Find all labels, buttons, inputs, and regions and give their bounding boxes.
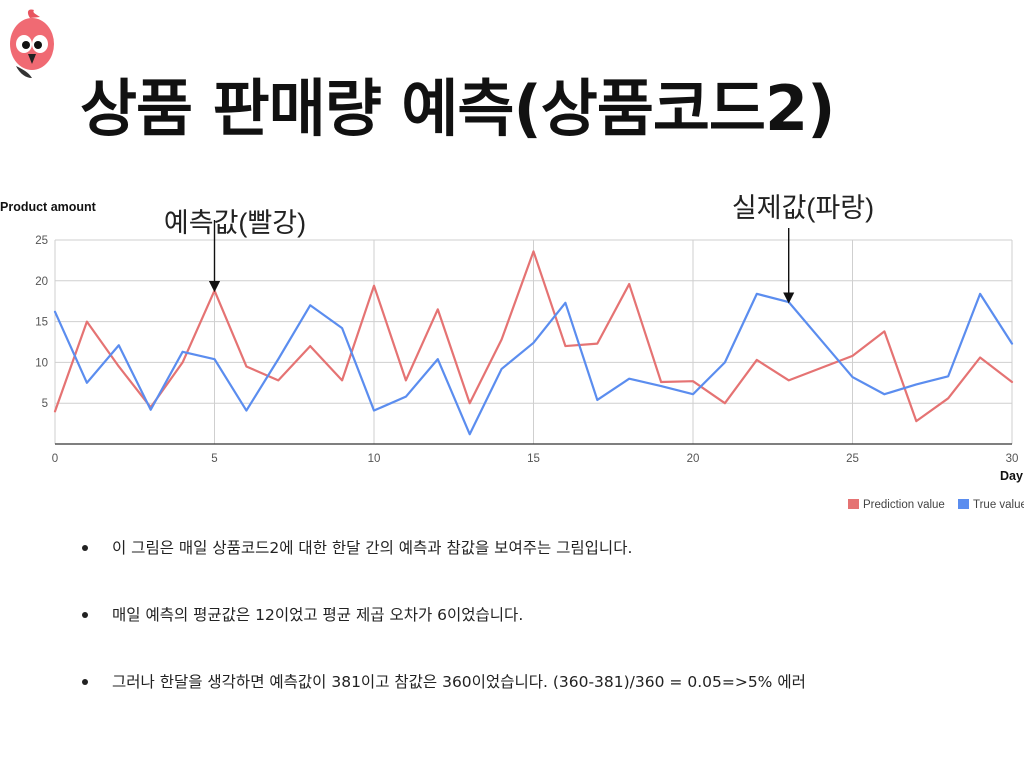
bullet-dot-icon bbox=[82, 612, 88, 618]
annotation-label: 예측값(빨강) bbox=[164, 208, 306, 238]
legend: Prediction value True value bbox=[848, 499, 1024, 511]
legend-swatch bbox=[848, 499, 859, 509]
bird-mascot-icon bbox=[10, 9, 54, 78]
x-tick-label: 20 bbox=[687, 453, 700, 465]
bullet-dot-icon bbox=[82, 679, 88, 685]
y-axis-label: Product amount bbox=[0, 200, 97, 214]
x-tick-label: 0 bbox=[52, 453, 58, 465]
bullet-text: 매일 예측의 평균값은 12이었고 평균 제곱 오차가 6이었습니다. bbox=[112, 606, 524, 624]
legend-swatch bbox=[958, 499, 969, 509]
x-tick-label: 5 bbox=[211, 453, 217, 465]
x-tick-label: 10 bbox=[368, 453, 381, 465]
legend-label: True value bbox=[973, 499, 1024, 511]
bullet-item: 그러나 한달을 생각하면 예측값이 381이고 참값은 360이었습니다. (3… bbox=[78, 654, 998, 721]
x-axis-label: Day bbox=[1000, 469, 1023, 483]
y-tick-label: 5 bbox=[42, 398, 48, 410]
x-tick-label: 30 bbox=[1006, 453, 1019, 465]
bullet-text: 이 그림은 매일 상품코드2에 대한 한달 간의 예측과 참값을 보여주는 그림… bbox=[112, 539, 633, 557]
page-title: 상품 판매량 예측(상품코드2) bbox=[80, 72, 835, 145]
bullet-dot-icon bbox=[82, 545, 88, 551]
bullet-item: 이 그림은 매일 상품코드2에 대한 한달 간의 예측과 참값을 보여주는 그림… bbox=[78, 520, 998, 587]
x-tick-label: 25 bbox=[846, 453, 859, 465]
x-tick-label: 15 bbox=[527, 453, 540, 465]
y-tick-label: 20 bbox=[35, 276, 48, 288]
annotations: 예측값(빨강) 실제값(파랑) bbox=[164, 193, 874, 304]
bullet-list: 이 그림은 매일 상품코드2에 대한 한달 간의 예측과 참값을 보여주는 그림… bbox=[78, 520, 998, 721]
y-tick-label: 15 bbox=[35, 317, 48, 329]
legend-label: Prediction value bbox=[863, 499, 945, 511]
y-tick-label: 25 bbox=[35, 235, 48, 247]
bullet-item: 매일 예측의 평균값은 12이었고 평균 제곱 오차가 6이었습니다. bbox=[78, 587, 998, 654]
x-tick-labels: 0 5 10 15 20 25 30 bbox=[52, 453, 1019, 465]
line-chart: 5 10 15 20 25 0 5 10 15 20 25 30 Product amount Da… bbox=[0, 193, 1024, 511]
y-tick-labels: 5 10 15 20 25 bbox=[35, 235, 48, 410]
annotation-label: 실제값(파랑) bbox=[732, 193, 874, 223]
series-line-true bbox=[53, 292, 1014, 436]
bullet-text: 그러나 한달을 생각하면 예측값이 381이고 참값은 360이었습니다. (3… bbox=[112, 673, 806, 691]
y-tick-label: 10 bbox=[35, 357, 48, 369]
